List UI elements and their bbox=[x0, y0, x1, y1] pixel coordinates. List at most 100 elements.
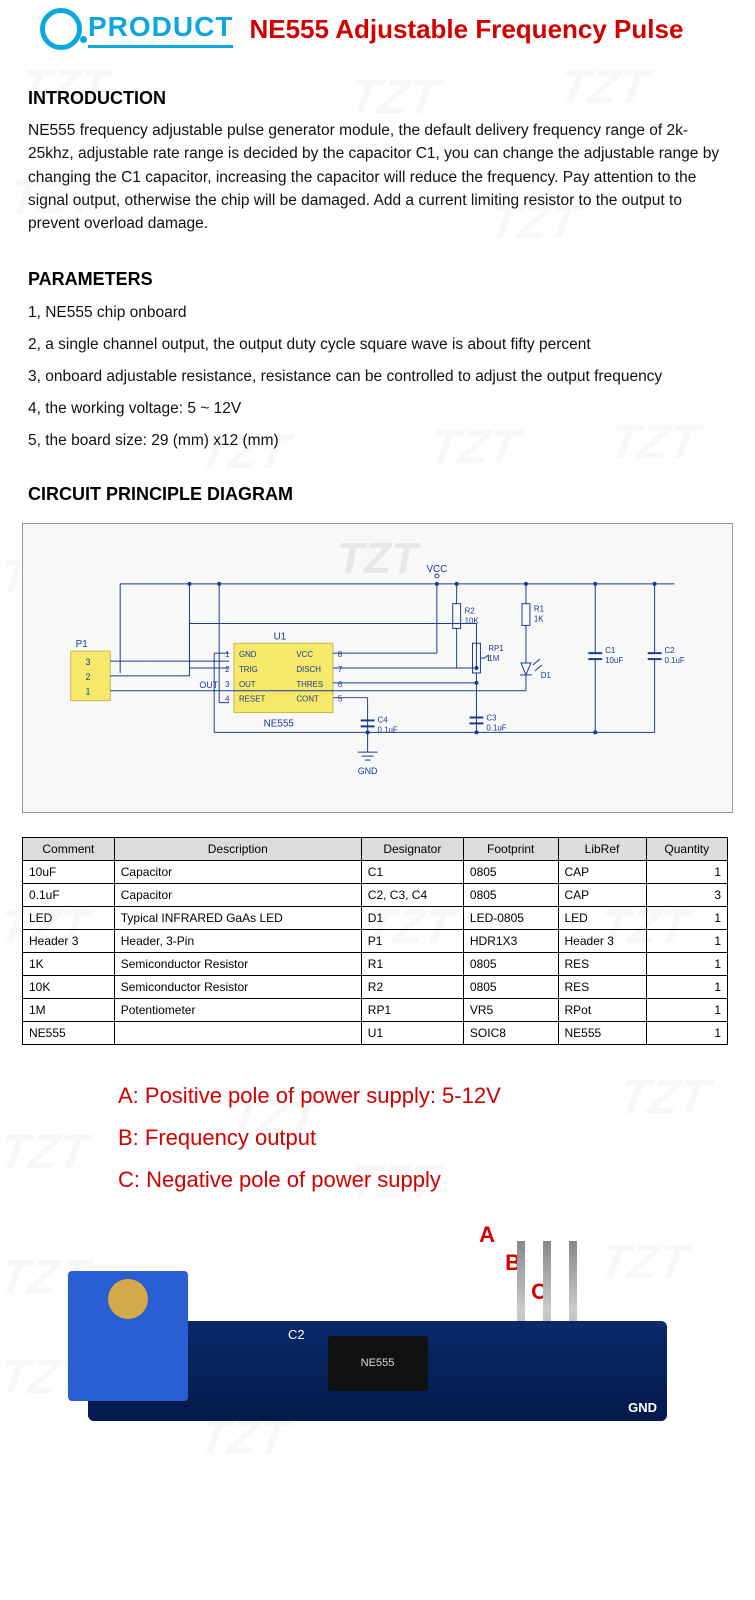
params-heading: PARAMETERS bbox=[28, 269, 727, 290]
svg-text:VCC: VCC bbox=[296, 650, 313, 659]
bom-row: 10KSemiconductor ResistorR20805RES1 bbox=[23, 976, 728, 999]
svg-text:OUT: OUT bbox=[239, 680, 256, 689]
bom-header-cell: Footprint bbox=[463, 838, 558, 861]
svg-text:1M: 1M bbox=[488, 654, 499, 663]
bom-cell: CAP bbox=[558, 861, 646, 884]
bom-cell: C1 bbox=[361, 861, 463, 884]
bom-cell: 10uF bbox=[23, 861, 115, 884]
svg-text:C1: C1 bbox=[605, 646, 616, 655]
bom-cell: 1 bbox=[646, 953, 727, 976]
bom-cell: 0805 bbox=[463, 976, 558, 999]
product-badge: PRODUCT bbox=[40, 8, 233, 50]
svg-text:3: 3 bbox=[86, 657, 91, 667]
header-row: PRODUCT NE555 Adjustable Frequency Pulse bbox=[28, 0, 727, 54]
svg-text:10K: 10K bbox=[465, 617, 480, 626]
silk-gnd: GND bbox=[628, 1400, 657, 1415]
svg-text:C2: C2 bbox=[665, 646, 675, 655]
svg-text:R1: R1 bbox=[534, 605, 545, 614]
svg-text:GND: GND bbox=[239, 650, 257, 659]
diagram-heading: CIRCUIT PRINCIPLE DIAGRAM bbox=[28, 484, 727, 505]
parameter-item: 3, onboard adjustable resistance, resist… bbox=[28, 368, 727, 386]
bom-header-cell: Quantity bbox=[646, 838, 727, 861]
parameter-item: 2, a single channel output, the output d… bbox=[28, 336, 727, 354]
bom-cell: SOIC8 bbox=[463, 1022, 558, 1045]
bom-cell bbox=[114, 1022, 361, 1045]
bom-cell: 0805 bbox=[463, 953, 558, 976]
svg-text:3: 3 bbox=[225, 680, 230, 689]
bom-row: 1KSemiconductor ResistorR10805RES1 bbox=[23, 953, 728, 976]
bom-row: 1MPotentiometerRP1VR5RPot1 bbox=[23, 999, 728, 1022]
svg-text:7: 7 bbox=[338, 665, 342, 674]
bom-cell: 1 bbox=[646, 907, 727, 930]
svg-text:P1: P1 bbox=[76, 639, 89, 650]
bom-cell: 10K bbox=[23, 976, 115, 999]
pinout-line: A: Positive pole of power supply: 5-12V bbox=[118, 1075, 727, 1117]
bom-header-cell: Comment bbox=[23, 838, 115, 861]
svg-text:C3: C3 bbox=[486, 714, 497, 723]
bom-cell: Semiconductor Resistor bbox=[114, 953, 361, 976]
bom-cell: NE555 bbox=[558, 1022, 646, 1045]
bom-table: CommentDescriptionDesignatorFootprintLib… bbox=[22, 837, 728, 1045]
bom-cell: LED bbox=[558, 907, 646, 930]
bom-cell: 1 bbox=[646, 930, 727, 953]
bom-cell: 1 bbox=[646, 1022, 727, 1045]
svg-text:0.1uF: 0.1uF bbox=[665, 656, 685, 665]
bom-cell: 3 bbox=[646, 884, 727, 907]
bom-cell: RP1 bbox=[361, 999, 463, 1022]
diagram-watermark: TZT bbox=[337, 534, 418, 584]
pinout-legend: A: Positive pole of power supply: 5-12VB… bbox=[118, 1075, 727, 1200]
silk-c2: C2 bbox=[288, 1327, 305, 1342]
bom-row: 0.1uFCapacitorC2, C3, C40805CAP3 bbox=[23, 884, 728, 907]
svg-text:THRES: THRES bbox=[296, 680, 323, 689]
bom-cell: LED bbox=[23, 907, 115, 930]
svg-text:C4: C4 bbox=[378, 716, 389, 725]
bom-cell: CAP bbox=[558, 884, 646, 907]
svg-text:R2: R2 bbox=[465, 607, 475, 616]
bom-cell: Potentiometer bbox=[114, 999, 361, 1022]
svg-text:1K: 1K bbox=[534, 615, 544, 624]
bom-cell: Header, 3-Pin bbox=[114, 930, 361, 953]
bom-row: LEDTypical INFRARED GaAs LEDD1LED-0805LE… bbox=[23, 907, 728, 930]
svg-text:TRIG: TRIG bbox=[239, 665, 258, 674]
parameter-item: 4, the working voltage: 5 ~ 12V bbox=[28, 400, 727, 418]
pinout-line: B: Frequency output bbox=[118, 1117, 727, 1159]
bom-cell: 1 bbox=[646, 999, 727, 1022]
svg-text:GND: GND bbox=[358, 766, 378, 776]
bom-cell: 1 bbox=[646, 861, 727, 884]
intro-text: NE555 frequency adjustable pulse generat… bbox=[28, 119, 727, 235]
bom-header-cell: Designator bbox=[361, 838, 463, 861]
svg-text:DISCH: DISCH bbox=[296, 665, 321, 674]
product-badge-label: PRODUCT bbox=[88, 11, 233, 48]
bom-cell: NE555 bbox=[23, 1022, 115, 1045]
bom-cell: Semiconductor Resistor bbox=[114, 976, 361, 999]
parameter-item: 5, the board size: 29 (mm) x12 (mm) bbox=[28, 432, 727, 450]
parameters-list: 1, NE555 chip onboard 2, a single channel… bbox=[28, 304, 727, 450]
bom-cell: 1 bbox=[646, 976, 727, 999]
bom-cell: P1 bbox=[361, 930, 463, 953]
svg-text:0.1uF: 0.1uF bbox=[486, 724, 506, 733]
bom-cell: HDR1X3 bbox=[463, 930, 558, 953]
bom-header-cell: LibRef bbox=[558, 838, 646, 861]
svg-text:10uF: 10uF bbox=[605, 656, 623, 665]
bom-cell: Header 3 bbox=[558, 930, 646, 953]
parameter-item: 1, NE555 chip onboard bbox=[28, 304, 727, 322]
bom-cell: 1K bbox=[23, 953, 115, 976]
svg-text:OUT: OUT bbox=[199, 680, 218, 690]
bom-cell: C2, C3, C4 bbox=[361, 884, 463, 907]
potentiometer bbox=[68, 1271, 188, 1401]
svg-text:6: 6 bbox=[338, 680, 343, 689]
bom-cell: D1 bbox=[361, 907, 463, 930]
bom-cell: LED-0805 bbox=[463, 907, 558, 930]
product-circle-icon bbox=[40, 8, 82, 50]
svg-text:NE555: NE555 bbox=[264, 719, 295, 730]
svg-text:RP1: RP1 bbox=[488, 644, 504, 653]
bom-cell: RPot bbox=[558, 999, 646, 1022]
bom-cell: RES bbox=[558, 953, 646, 976]
svg-text:RESET: RESET bbox=[239, 695, 266, 704]
bom-cell: R2 bbox=[361, 976, 463, 999]
svg-text:8: 8 bbox=[338, 650, 343, 659]
bom-header-cell: Description bbox=[114, 838, 361, 861]
bom-cell: VR5 bbox=[463, 999, 558, 1022]
svg-text:2: 2 bbox=[86, 672, 91, 682]
bom-cell: Capacitor bbox=[114, 861, 361, 884]
